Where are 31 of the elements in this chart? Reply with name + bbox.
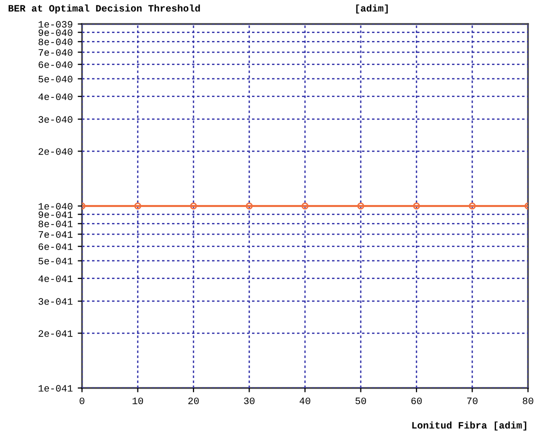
y-tick-label: 3e-041 [38,298,72,305]
y-axis-title: [adim] [356,4,388,14]
y-tick-label: 8e-041 [38,220,72,228]
x-tick-label: 0 [80,398,84,404]
y-tick-label: 9e-040 [38,29,72,36]
x-tick-label: 30 [244,398,254,404]
x-tick-label: 50 [356,398,366,404]
y-tick-label: 6e-040 [38,61,72,68]
y-tick-label: 4e-040 [38,93,72,100]
y-tick-label: 2e-040 [38,148,72,155]
y-tick-label: 1e-039 [38,21,72,28]
y-tick-label: 4e-041 [38,275,72,282]
y-tick-label: 8e-040 [38,38,72,46]
y-tick-label: 5e-041 [38,258,72,264]
y-tick-label: 1e-041 [38,385,72,392]
x-tick-label: 10 [132,398,143,404]
y-tick-label: 7e-041 [38,231,72,238]
chart-title: BER at Optimal Decision Threshold [8,4,200,14]
y-tick-label: 6e-041 [38,243,72,250]
y-tick-label: 3e-040 [38,116,72,123]
y-tick-label: 1e-040 [38,203,72,210]
x-tick-label: 40 [300,398,310,404]
y-tick-label: 7e-040 [38,49,72,56]
y-tick-label: 5e-040 [38,76,72,82]
y-tick-label: 9e-041 [38,211,72,218]
x-tick-label: 20 [188,398,199,404]
y-tick-label: 2e-041 [38,330,72,337]
x-tick-label: 60 [411,398,422,404]
x-axis-title: Lonitud Fibra [adim] [412,421,526,431]
x-tick-label: 80 [522,398,534,404]
x-tick-label: 70 [467,398,478,404]
